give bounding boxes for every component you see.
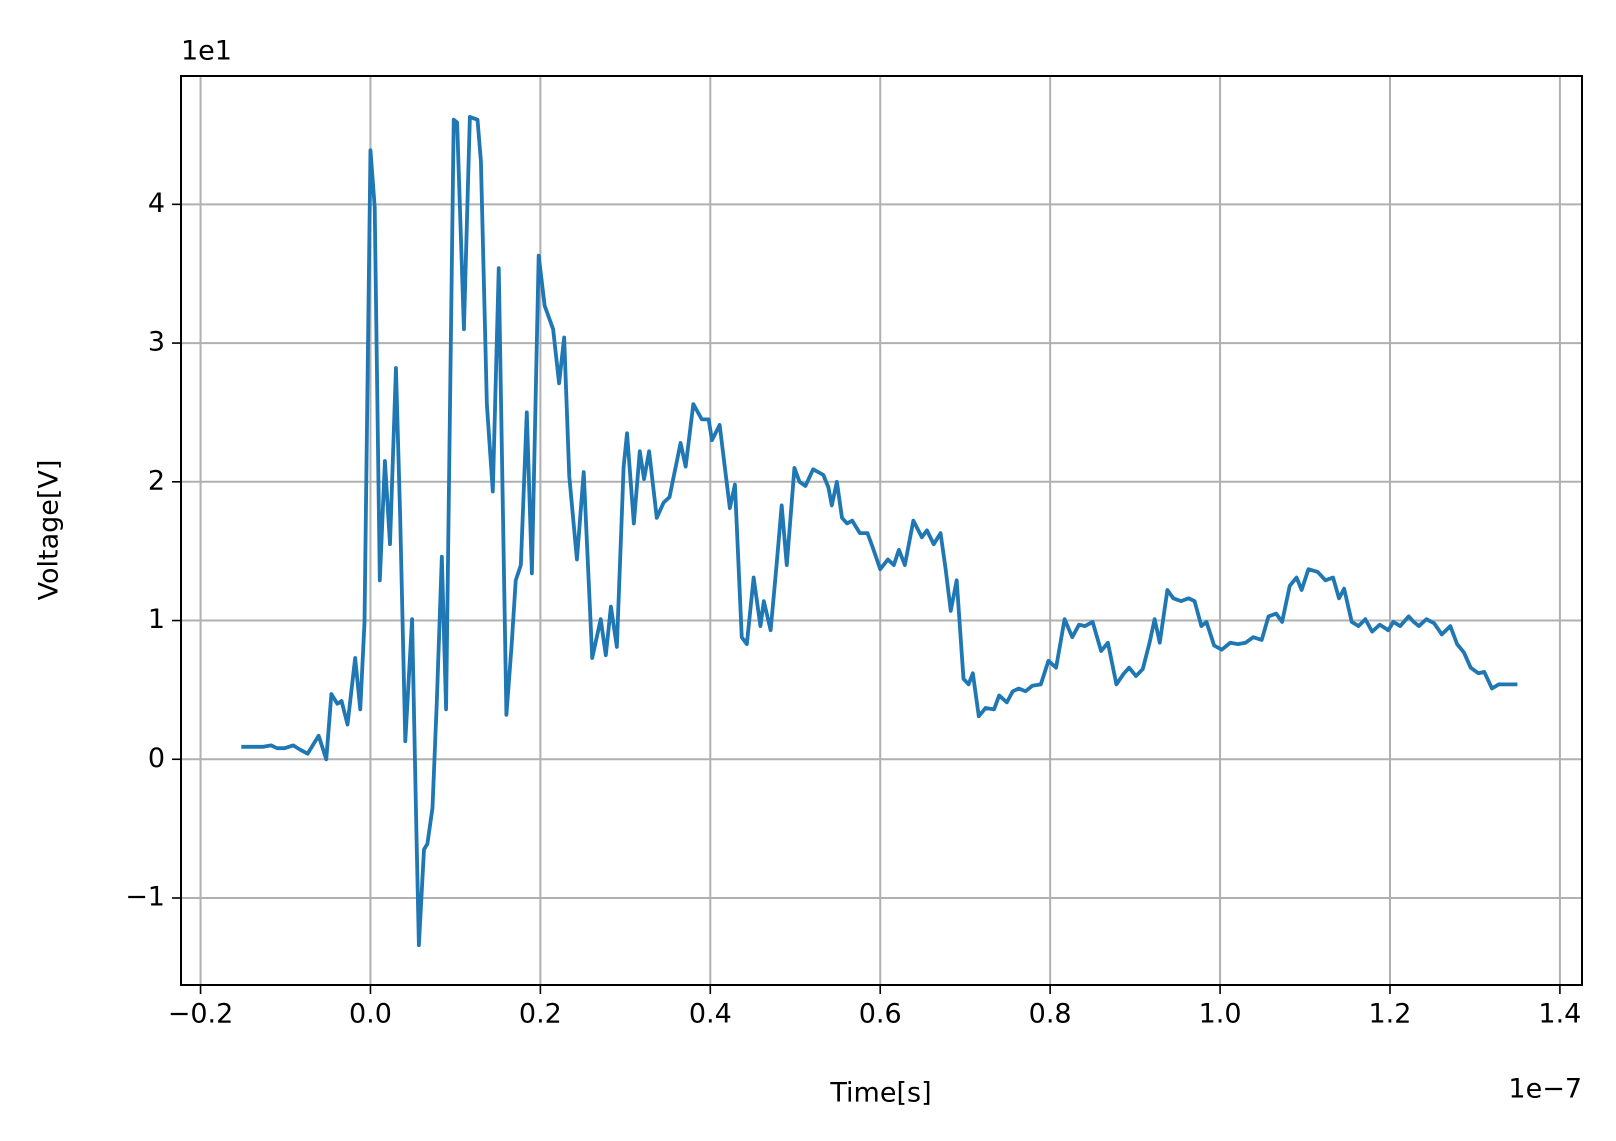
x-offset-label: 1e−7 (1508, 1074, 1582, 1105)
y-axis-label: Voltage[V] (34, 460, 65, 601)
x-tick-label: 1.4 (1538, 999, 1581, 1030)
y-tick-label: 1 (148, 604, 165, 635)
data-line (241, 115, 1518, 948)
x-tick-label: 0.4 (689, 999, 732, 1030)
x-tick-label: 0.0 (349, 999, 392, 1030)
y-tick-label: −1 (125, 882, 165, 913)
x-axis-label: Time[s] (829, 1078, 931, 1109)
y-tick-label: 3 (148, 327, 165, 358)
y-offset-label: 1e1 (181, 36, 232, 67)
x-tick-label: 0.2 (519, 999, 562, 1030)
x-tick-label: −0.2 (168, 999, 234, 1030)
x-tick-label: 1.0 (1199, 999, 1242, 1030)
plot-frame (180, 75, 1583, 986)
y-tick-label: 4 (148, 188, 165, 219)
y-tick-label: 2 (148, 465, 165, 496)
x-tick-label: 0.6 (859, 999, 902, 1030)
x-tick-label: 0.8 (1029, 999, 1072, 1030)
y-tick-label: 0 (148, 743, 165, 774)
x-tick-label: 1.2 (1369, 999, 1412, 1030)
